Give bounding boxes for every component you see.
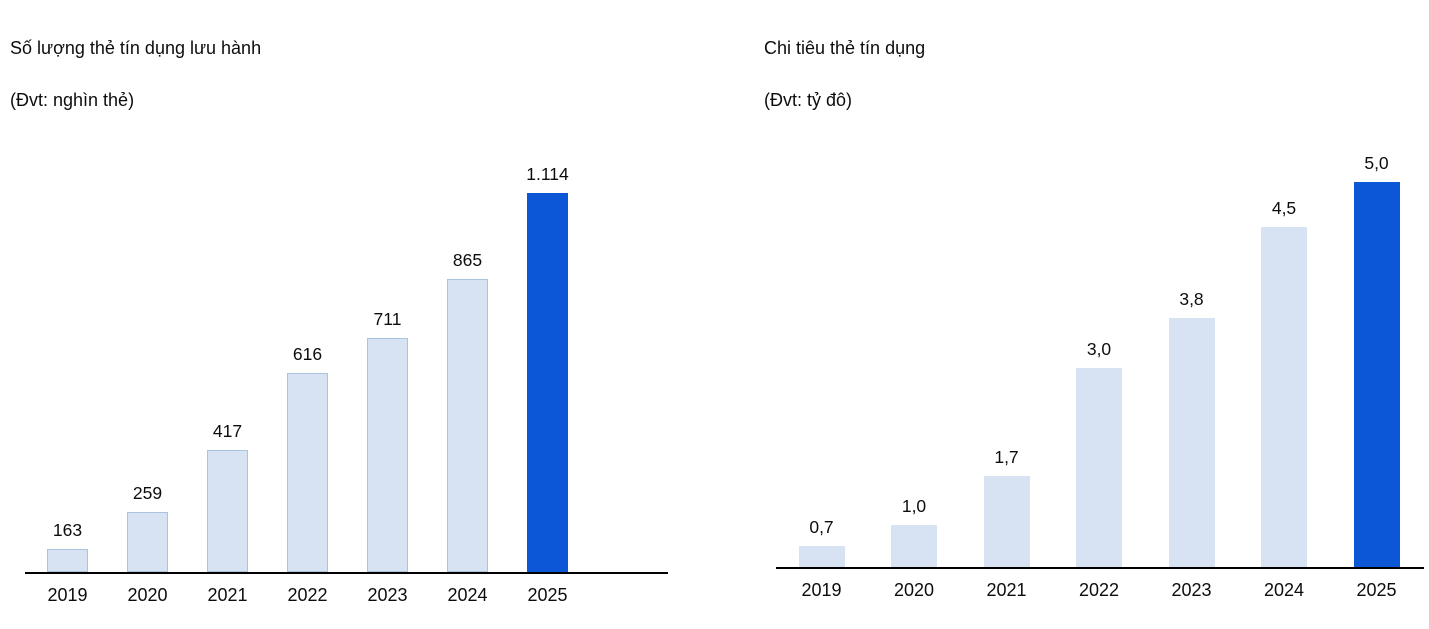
x-tick-label-2021: 2021 <box>207 585 248 605</box>
bar-value-label-2020: 259 <box>132 483 163 503</box>
x-tick-label-2023: 2023 <box>367 585 408 605</box>
x-tick-label-2023: 2023 <box>1171 580 1212 600</box>
chart-title-text: Số lượng thẻ tín dụng lưu hành <box>10 38 262 59</box>
bar-value-label-2025: 5,0 <box>1364 153 1389 173</box>
x-tick-label-2024: 2024 <box>1263 580 1305 600</box>
bar-value-label-2022: 616 <box>292 344 323 364</box>
bar-value-label-2020: 1,0 <box>901 496 927 516</box>
bar-2024 <box>447 279 488 572</box>
bar-2023 <box>1168 318 1215 567</box>
bar-2019 <box>47 549 88 572</box>
chart-title-text: Chi tiêu thẻ tín dụng <box>764 38 926 59</box>
bar-2020 <box>127 512 168 572</box>
bar-2019 <box>798 546 845 567</box>
chart-title-cards-in-circulation: Số lượng thẻ tín dụng lưu hành (Đvt: ngh… <box>10 9 261 139</box>
chart-title-card-spending: Chi tiêu thẻ tín dụng (Đvt: tỷ đô) <box>764 9 925 139</box>
x-axis-line <box>25 571 668 574</box>
x-tick-label-2022: 2022 <box>1078 580 1120 600</box>
x-tick-label-2022: 2022 <box>287 585 328 605</box>
bar-value-label-2024: 4,5 <box>1271 198 1297 218</box>
x-axis-line <box>776 566 1424 569</box>
bar-value-label-2023: 711 <box>373 309 402 329</box>
bar-2023 <box>367 338 408 572</box>
bar-value-label-2019: 163 <box>52 520 83 540</box>
bar-2025 <box>1353 182 1400 567</box>
chart-unit-text: (Đvt: nghìn thẻ) <box>10 90 135 111</box>
bar-2024 <box>1261 227 1307 567</box>
x-tick-label-2019: 2019 <box>47 585 88 605</box>
chart-unit-text: (Đvt: tỷ đô) <box>764 90 853 111</box>
bar-value-label-2021: 417 <box>212 421 243 441</box>
x-tick-label-2024: 2024 <box>447 585 488 605</box>
bar-2025 <box>527 193 568 572</box>
bar-2022 <box>1076 368 1122 567</box>
x-tick-label-2021: 2021 <box>986 580 1027 600</box>
x-tick-label-2020: 2020 <box>893 580 935 600</box>
bar-value-label-2024: 865 <box>452 250 483 270</box>
x-tick-label-2025: 2025 <box>527 585 568 605</box>
x-tick-label-2020: 2020 <box>127 585 168 605</box>
bar-value-label-2023: 3,8 <box>1179 289 1204 309</box>
bar-value-label-2025: 1.114 <box>526 164 569 184</box>
x-tick-label-2019: 2019 <box>801 580 842 600</box>
bar-2021 <box>983 476 1030 567</box>
bar-value-label-2022: 3,0 <box>1086 339 1112 359</box>
x-tick-label-2025: 2025 <box>1356 580 1397 600</box>
bar-2020 <box>891 525 937 567</box>
bar-2022 <box>287 373 328 572</box>
bar-2021 <box>207 450 248 572</box>
bar-value-label-2019: 0,7 <box>809 517 834 537</box>
bar-value-label-2021: 1,7 <box>994 447 1019 467</box>
